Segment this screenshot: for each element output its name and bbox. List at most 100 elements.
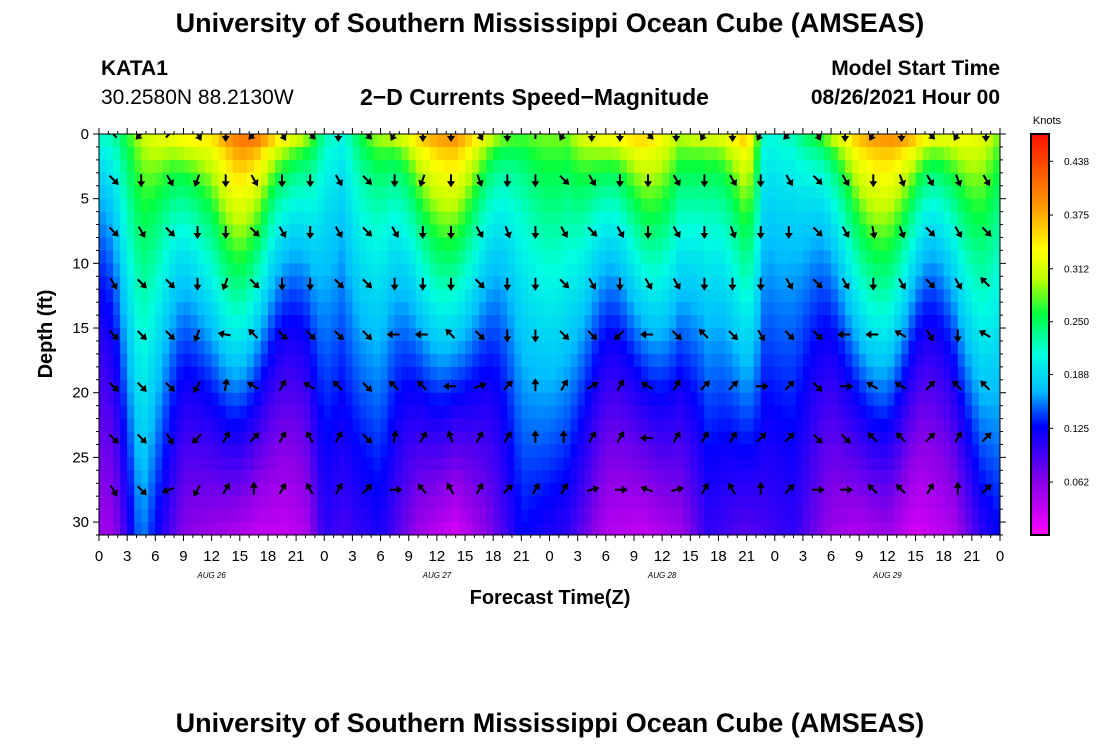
heatmap-cell <box>507 224 515 239</box>
heatmap-cell <box>781 444 790 458</box>
heatmap-cell <box>605 134 614 148</box>
heatmap-cell <box>915 159 924 174</box>
heatmap-cell <box>317 340 325 355</box>
heatmap-cell <box>500 405 508 420</box>
heatmap-cell <box>978 405 987 420</box>
heatmap-cell <box>612 250 621 264</box>
heatmap-cell <box>957 379 966 394</box>
heatmap-cell <box>978 366 987 381</box>
heatmap-cell <box>641 224 649 239</box>
heatmap-cell <box>866 340 874 355</box>
current-vector-arrow <box>193 174 201 187</box>
heatmap-cell <box>866 457 874 471</box>
heatmap-cell <box>436 353 445 368</box>
heatmap-cell <box>542 392 551 407</box>
heatmap-cell <box>936 302 945 316</box>
current-vector-arrow <box>222 482 231 495</box>
heatmap-cell <box>577 211 586 226</box>
heatmap-cell <box>197 224 206 239</box>
heatmap-cell <box>992 185 1000 200</box>
heatmap-cell <box>802 276 811 290</box>
heatmap-cell <box>155 146 163 161</box>
heatmap-cell <box>662 418 670 433</box>
heatmap-cell <box>338 366 346 381</box>
heatmap-cell <box>190 340 199 355</box>
heatmap-cell <box>514 496 522 510</box>
heatmap-cell <box>598 134 607 148</box>
heatmap-cell <box>472 522 480 535</box>
heatmap-cell <box>486 431 494 446</box>
heatmap-cell <box>542 457 551 471</box>
heatmap-cell <box>964 198 973 213</box>
heatmap-cell <box>753 250 762 264</box>
heatmap-cell <box>922 405 931 420</box>
heatmap-cell <box>267 237 276 252</box>
heatmap-cell <box>289 496 297 510</box>
heatmap-cell <box>120 509 128 523</box>
heatmap-cell <box>211 353 220 368</box>
heatmap-cell <box>401 509 410 523</box>
heatmap-cell <box>711 353 720 368</box>
heatmap-cell <box>282 457 290 471</box>
heatmap-cell <box>246 353 255 368</box>
heatmap-cell <box>753 237 762 252</box>
heatmap-cell <box>514 457 522 471</box>
heatmap-cell <box>450 328 459 342</box>
y-tick-label: 10 <box>72 255 89 272</box>
heatmap-cell <box>120 405 128 420</box>
heatmap-cell <box>971 509 980 523</box>
heatmap-cell <box>605 328 614 342</box>
heatmap-cell <box>345 509 354 523</box>
current-vector-arrow <box>615 134 624 142</box>
current-vector-arrow <box>812 433 823 444</box>
heatmap-cell <box>739 444 748 458</box>
current-vector-arrow <box>812 485 825 494</box>
heatmap-cell <box>626 366 635 381</box>
heatmap-cell <box>352 509 361 523</box>
heatmap-cell <box>225 379 234 394</box>
heatmap-cell <box>338 392 346 407</box>
heatmap-cell <box>922 250 931 264</box>
heatmap-cell <box>859 134 867 148</box>
heatmap-cell <box>472 392 480 407</box>
heatmap-cell <box>739 302 748 316</box>
heatmap-cell <box>760 211 769 226</box>
heatmap-cell <box>415 146 424 161</box>
heatmap-cell <box>141 250 149 264</box>
heatmap-cell <box>992 198 1000 213</box>
heatmap-cell <box>162 522 170 535</box>
heatmap-cell <box>500 159 508 174</box>
heatmap-cell <box>429 237 438 252</box>
heatmap-cell <box>641 289 649 303</box>
heatmap-cell <box>971 315 980 329</box>
heatmap-cell <box>303 289 311 303</box>
heatmap-cell <box>894 302 903 316</box>
heatmap-cell <box>718 418 727 433</box>
heatmap-cell <box>450 250 459 264</box>
heatmap-cell <box>570 146 579 161</box>
heatmap-cell <box>148 289 156 303</box>
heatmap-cell <box>267 315 276 329</box>
heatmap-cell <box>493 457 501 471</box>
heatmap-cell <box>373 328 382 342</box>
heatmap-cell <box>866 185 874 200</box>
heatmap-cell <box>422 134 431 148</box>
heatmap-cell <box>711 302 720 316</box>
heatmap-cell <box>267 353 276 368</box>
heatmap-cell <box>401 444 410 458</box>
heatmap-cell <box>225 431 234 446</box>
heatmap-cell <box>394 276 403 290</box>
heatmap-cell <box>556 509 565 523</box>
heatmap-cell <box>521 353 529 368</box>
heatmap-cell <box>929 159 938 174</box>
heatmap-cell <box>598 418 607 433</box>
colorbar: Knots 0.4380.3750.3120.2500.1880.1250.06… <box>1030 115 1089 536</box>
heatmap-cell <box>563 134 572 148</box>
heatmap-cell <box>422 444 431 458</box>
heatmap-cell <box>127 405 135 420</box>
heatmap-cell <box>809 224 818 239</box>
heatmap-cell <box>704 470 712 484</box>
heatmap-cell <box>429 496 438 510</box>
heatmap-cell <box>232 237 241 252</box>
heatmap-cell <box>373 172 382 187</box>
